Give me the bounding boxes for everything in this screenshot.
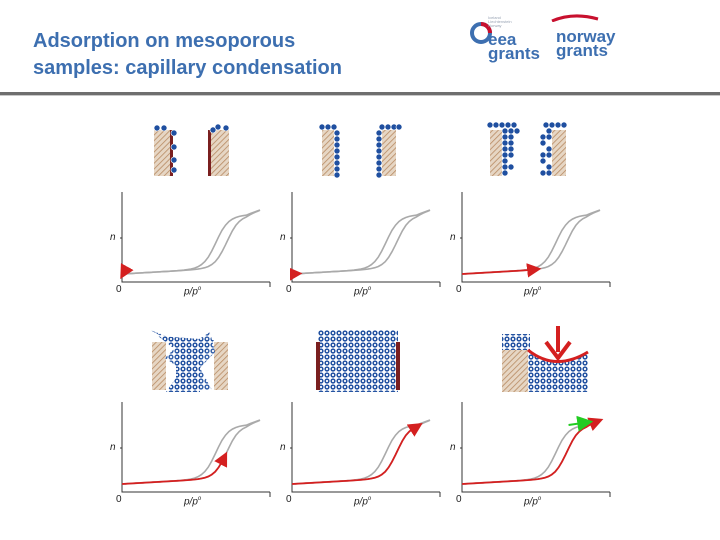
x-axis-label: p/po	[184, 286, 202, 298]
x-axis-label: p/po	[184, 496, 202, 508]
isotherm-plot	[460, 402, 611, 497]
desorption-branch	[461, 209, 601, 275]
y-axis-label: n	[280, 442, 286, 453]
x-axis-zero: 0	[456, 284, 462, 295]
eea-mark-icon	[470, 22, 492, 44]
title-line-2: samples: capillary condensation	[33, 57, 342, 79]
isotherm-panel-5: n 0 p/po	[280, 400, 442, 508]
y-axis-label: n	[450, 232, 456, 243]
desorption-branch	[291, 209, 431, 275]
norway-logo-line-2: grants	[556, 41, 608, 60]
header-divider-shadow	[0, 95, 720, 96]
isotherm-plot	[460, 192, 611, 287]
y-axis-label: n	[280, 232, 286, 243]
adsorption-branch	[291, 209, 431, 275]
pore-filled	[316, 330, 400, 392]
header-divider	[0, 92, 720, 95]
eea-country-list: Iceland Liechtenstein Norway	[488, 15, 512, 28]
axes	[291, 192, 440, 283]
isotherm-panel-3: n 0 p/po	[450, 190, 612, 298]
isotherm-panel-4: n 0 p/po	[110, 400, 272, 508]
x-axis-label: p/po	[354, 496, 372, 508]
x-axis-zero: 0	[116, 284, 122, 295]
pore-thin-film	[153, 123, 230, 176]
isotherm-panel-1: n 0 p/po	[110, 190, 272, 298]
adsorption-path-arrow	[291, 422, 423, 485]
y-axis-label: n	[110, 442, 116, 453]
eea-logo-line-2: grants	[488, 44, 540, 63]
adsorption-branch	[121, 419, 261, 485]
isotherm-panel-6: n 0 p/po	[450, 400, 612, 508]
x-axis-label: p/po	[524, 496, 542, 508]
norway-logo-line-1: norway	[556, 27, 616, 46]
norway-grants-logo: norway grants	[548, 12, 618, 64]
isotherm-panel-2: n 0 p/po	[280, 190, 442, 298]
axes	[121, 402, 270, 493]
plateau-arrow	[568, 415, 594, 432]
pore-meniscus	[150, 330, 228, 392]
isotherm-plot	[290, 402, 441, 497]
desorption-branch	[121, 419, 261, 485]
adsorption-branch	[461, 419, 601, 485]
adsorption-path-arrow	[461, 263, 542, 278]
x-axis-zero: 0	[286, 284, 292, 295]
pressure-arrow-icon	[544, 326, 572, 362]
adsorption-path-arrow	[120, 263, 134, 280]
desorption-branch	[461, 419, 601, 485]
isotherm-plot	[120, 192, 271, 287]
x-axis-label: p/po	[354, 286, 372, 298]
y-axis-label: n	[450, 442, 456, 453]
axes	[291, 402, 440, 493]
x-axis-zero: 0	[456, 494, 462, 505]
axes	[121, 192, 270, 283]
pore-multilayer	[486, 121, 568, 177]
adsorption-branch	[291, 419, 431, 485]
axes	[461, 192, 610, 283]
adsorption-path-arrow	[121, 451, 228, 485]
norway-swoosh-icon	[551, 14, 599, 22]
axes	[461, 402, 610, 493]
pore-monolayer	[318, 123, 403, 179]
pore-zoom-meniscus	[502, 326, 589, 392]
x-axis-zero: 0	[286, 494, 292, 505]
isotherm-plot	[120, 402, 271, 497]
x-axis-label: p/po	[524, 286, 542, 298]
title-line-1: Adsorption on mesoporous	[33, 30, 296, 52]
page-title: Adsorption on mesoporous samples: capill…	[33, 28, 433, 82]
y-axis-label: n	[110, 232, 116, 243]
adsorption-path-arrow	[461, 417, 604, 485]
eea-grants-logo: Iceland Liechtenstein Norway eea grants	[468, 12, 540, 64]
adsorption-branch	[461, 209, 601, 275]
adsorption-branch	[121, 209, 261, 275]
isotherm-plot	[290, 192, 441, 287]
desorption-branch	[291, 419, 431, 485]
desorption-branch	[121, 209, 261, 275]
eea-logo-line-1: eea	[488, 30, 517, 49]
x-axis-zero: 0	[116, 494, 122, 505]
